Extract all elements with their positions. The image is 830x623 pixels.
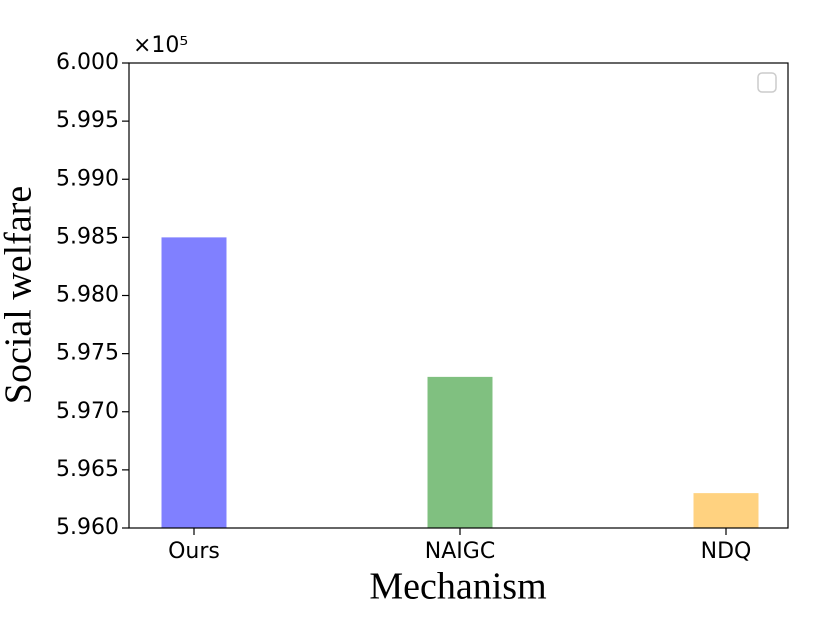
offset-text: ×10⁵ <box>133 33 188 58</box>
x-tick-label: NAIGC <box>425 539 495 564</box>
y-tick-label: 5.980 <box>56 283 119 308</box>
plot-frame <box>128 62 789 529</box>
y-tick-label: 5.985 <box>56 224 119 249</box>
legend <box>757 72 777 93</box>
y-tick-label: 5.990 <box>56 166 119 191</box>
y-tick-label: 5.965 <box>56 457 119 482</box>
bar <box>161 237 227 528</box>
bar <box>427 376 493 528</box>
y-tick-label: 5.975 <box>56 341 119 366</box>
y-tick-label: 6.000 <box>56 50 119 75</box>
y-axis-label: Social welfare <box>0 186 40 404</box>
bar <box>693 493 759 528</box>
y-tick-label: 5.960 <box>56 515 119 540</box>
y-tick-label: 5.970 <box>56 399 119 424</box>
x-tick-label: NDQ <box>701 539 752 564</box>
y-tick-label: 5.995 <box>56 108 119 133</box>
x-tick-label: Ours <box>168 539 220 564</box>
x-axis-label: Mechanism <box>369 566 546 608</box>
